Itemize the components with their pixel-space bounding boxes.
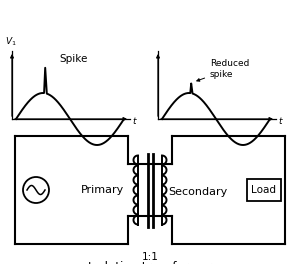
Text: Spike: Spike <box>60 54 88 64</box>
Text: Secondary: Secondary <box>168 187 228 197</box>
Bar <box>247 179 281 201</box>
Text: 1:1: 1:1 <box>142 252 158 262</box>
Text: Load: Load <box>251 185 277 195</box>
Text: $t$: $t$ <box>278 115 284 125</box>
Text: $t$: $t$ <box>132 115 138 125</box>
Text: Reduced
spike: Reduced spike <box>197 59 249 81</box>
Text: Isolation transformer: Isolation transformer <box>88 261 212 264</box>
Text: Primary: Primary <box>80 185 124 195</box>
Text: $V_1$: $V_1$ <box>5 35 17 48</box>
